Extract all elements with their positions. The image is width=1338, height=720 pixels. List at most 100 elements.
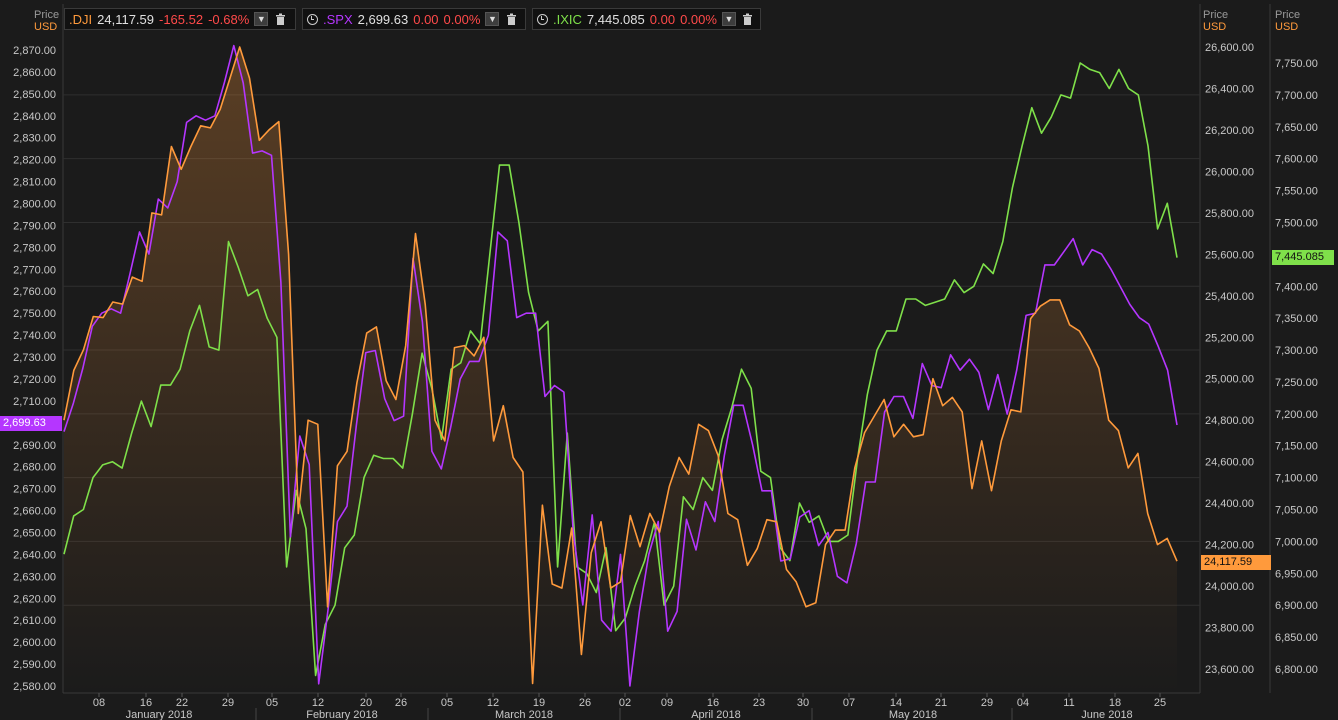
spx-change: 0.00 (413, 11, 439, 27)
spx-axis-tick-label: 2,770.00 (13, 264, 56, 276)
x-axis-day-label: 21 (935, 697, 947, 709)
ixic-change-pct: 0.00% (680, 11, 717, 27)
ixic-price: 7,445.085 (586, 11, 645, 27)
dji-axis-tick-label: 23,600.00 (1205, 664, 1254, 676)
spx-legend-chip[interactable]: .SPX 2,699.63 0.00 0.00% ▼ (302, 8, 526, 30)
spx-axis-tick-label: 2,600.00 (13, 637, 56, 649)
spx-axis-tick-label: 2,840.00 (13, 111, 56, 123)
spx-axis-tick-label: 2,660.00 (13, 506, 56, 518)
x-axis-day-label: 26 (579, 697, 591, 709)
ixic-axis-tick-label: 7,500.00 (1275, 217, 1318, 229)
dji-last-price-tag: 24,117.59 (1201, 555, 1271, 570)
spx-axis-tick-label: 2,580.00 (13, 681, 56, 693)
x-axis-day-label: 08 (93, 697, 105, 709)
ixic-axis-tick-label: 7,100.00 (1275, 473, 1318, 485)
x-axis-day-label: 16 (140, 697, 152, 709)
clock-icon (537, 13, 548, 25)
spx-dropdown-chevron-icon[interactable]: ▼ (485, 12, 500, 26)
spx-axis-tick-label: 2,740.00 (13, 330, 56, 342)
x-axis-month-label: May 2018 (889, 709, 937, 720)
ixic-axis-tick-label: 7,200.00 (1275, 409, 1318, 421)
spx-axis-tick-label: 2,830.00 (13, 133, 56, 145)
x-axis-day-label: 04 (1017, 697, 1029, 709)
dji-symbol[interactable]: .DJI (69, 11, 93, 27)
ixic-axis-tick-label: 7,400.00 (1275, 281, 1318, 293)
dji-axis-tick-label: 26,600.00 (1205, 42, 1254, 54)
ixic-legend-chip[interactable]: .IXIC 7,445.085 0.00 0.00% ▼ (532, 8, 761, 30)
ixic-axis-tick-label: 6,950.00 (1275, 568, 1318, 580)
dji-change: -165.52 (159, 11, 204, 27)
spx-axis-tick-label: 2,750.00 (13, 308, 56, 320)
spx-axis-tick-label: 2,800.00 (13, 199, 56, 211)
dji-price: 24,117.59 (97, 11, 154, 27)
ixic-symbol[interactable]: .IXIC (553, 11, 582, 27)
x-axis-day-label: 12 (487, 697, 499, 709)
spx-last-price-tag: 2,699.63 (0, 416, 62, 431)
x-axis-month-label: June 2018 (1081, 709, 1132, 720)
dji-area-fill (64, 47, 1177, 693)
clock-icon (307, 13, 318, 25)
x-axis-day-label: 07 (843, 697, 855, 709)
x-axis-day-label: 29 (981, 697, 993, 709)
ixic-axis-tick-label: 7,350.00 (1275, 313, 1318, 325)
dji-series-line (63, 46, 1178, 685)
spx-axis-tick-label: 2,820.00 (13, 155, 56, 167)
x-axis-day-label: 05 (266, 697, 278, 709)
ixic-axis-tick-label: 7,250.00 (1275, 377, 1318, 389)
x-axis-day-label: 02 (619, 697, 631, 709)
spx-axis-tick-label: 2,860.00 (13, 67, 56, 79)
left-axis-price-label: Price (34, 9, 60, 21)
ixic-last-price-tag: 7,445.085 (1272, 250, 1334, 265)
ixic-axis-tick-label: 7,750.00 (1275, 58, 1318, 70)
x-axis-day-label: 25 (1154, 697, 1166, 709)
dji-axis-tick-label: 24,200.00 (1205, 540, 1254, 552)
dji-axis-tick-label: 24,400.00 (1205, 498, 1254, 510)
dji-change-pct: -0.68% (208, 11, 250, 27)
spx-symbol[interactable]: .SPX (323, 11, 353, 27)
left-axis-unit-label: USD (34, 21, 58, 33)
ixic-trash-icon[interactable] (741, 12, 755, 26)
x-axis-month-label: February 2018 (306, 709, 378, 720)
ixic-axis-tick-label: 6,850.00 (1275, 632, 1318, 644)
spx-axis-tick-label: 2,620.00 (13, 593, 56, 605)
ixic-axis-tick-label: 7,700.00 (1275, 90, 1318, 102)
dji-legend-chip[interactable]: .DJI 24,117.59 -165.52 -0.68% ▼ (64, 8, 296, 30)
ixic-axis-tick-label: 7,300.00 (1275, 345, 1318, 357)
ixic-series-line (63, 62, 1178, 677)
x-axis-day-label: 19 (533, 697, 545, 709)
spx-axis-tick-label: 2,680.00 (13, 462, 56, 474)
ixic-axis-tick-label: 7,000.00 (1275, 536, 1318, 548)
ixic-axis-tick-label: 7,650.00 (1275, 122, 1318, 134)
x-axis-day-label: 09 (661, 697, 673, 709)
x-axis-day-label: 29 (222, 697, 234, 709)
ixic-axis-tick-label: 7,150.00 (1275, 441, 1318, 453)
ixic-change: 0.00 (649, 11, 676, 27)
spx-axis-tick-label: 2,870.00 (13, 45, 56, 57)
dji-axis-tick-label: 23,800.00 (1205, 623, 1254, 635)
spx-axis-tick-label: 2,690.00 (13, 440, 56, 452)
ixic-dropdown-chevron-icon[interactable]: ▼ (721, 12, 736, 26)
x-axis-month-label: January 2018 (126, 709, 193, 720)
ixic-axis-tick-label: 7,550.00 (1275, 186, 1318, 198)
x-axis-day-label: 14 (890, 697, 902, 709)
dji-axis-tick-label: 25,600.00 (1205, 249, 1254, 261)
x-axis-month-label: March 2018 (495, 709, 553, 720)
dji-axis-price-label: Price (1203, 9, 1229, 21)
dji-dropdown-chevron-icon[interactable]: ▼ (254, 12, 269, 26)
dji-axis-tick-label: 25,200.00 (1205, 332, 1254, 344)
dji-axis-tick-label: 25,000.00 (1205, 374, 1254, 386)
dji-axis-tick-label: 26,200.00 (1205, 125, 1254, 137)
spx-series-line (63, 44, 1178, 687)
spx-axis-tick-label: 2,720.00 (13, 374, 56, 386)
x-axis-day-label: 26 (395, 697, 407, 709)
dji-axis-tick-label: 26,000.00 (1205, 166, 1254, 178)
x-axis-day-label: 16 (707, 697, 719, 709)
spx-axis-tick-label: 2,610.00 (13, 615, 56, 627)
ixic-axis-tick-label: 6,800.00 (1275, 664, 1318, 676)
spx-axis-tick-label: 2,710.00 (13, 396, 56, 408)
dji-trash-icon[interactable] (273, 12, 287, 26)
spx-axis-tick-label: 2,730.00 (13, 352, 56, 364)
spx-price: 2,699.63 (357, 11, 409, 27)
spx-trash-icon[interactable] (504, 12, 518, 26)
